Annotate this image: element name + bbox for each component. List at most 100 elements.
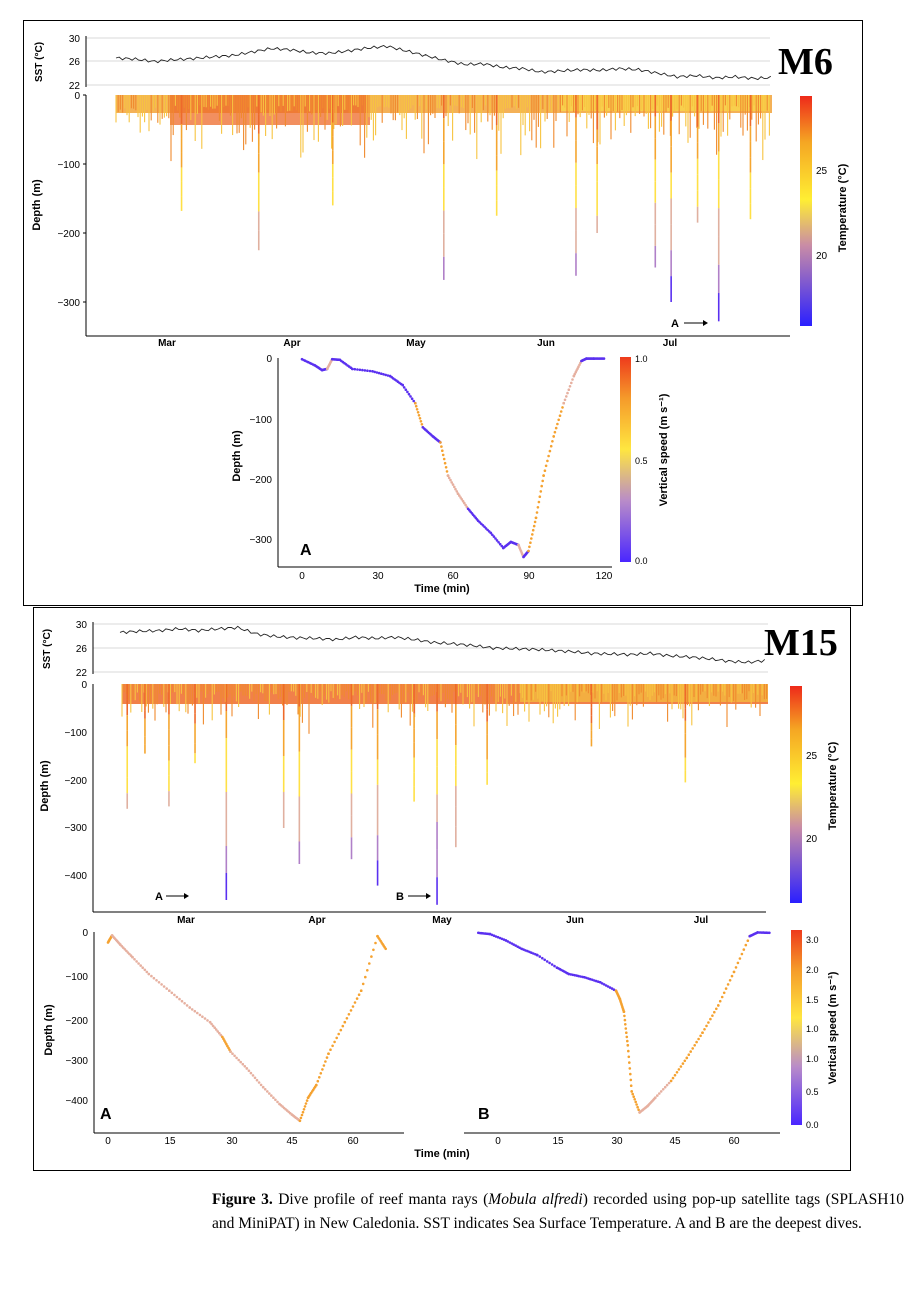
- profile-point: [553, 964, 556, 968]
- profile-point: [498, 542, 502, 546]
- profile-point: [494, 935, 498, 938]
- profile-point: [624, 1027, 628, 1030]
- profile-point: [357, 993, 361, 996]
- profile-point: [198, 1013, 202, 1017]
- m6-dive-a-profile: [300, 357, 606, 559]
- profile-point: [673, 1073, 677, 1077]
- profile-point: [724, 987, 728, 990]
- profile-point: [371, 370, 374, 373]
- profile-point: [135, 960, 138, 963]
- profile-point: [768, 931, 771, 935]
- profile-point: [532, 524, 536, 528]
- m6-month-mar: Mar: [158, 338, 176, 349]
- profile-point: [562, 401, 565, 405]
- profile-point: [629, 1084, 633, 1087]
- m6-depth-ylabel: Depth (m): [31, 179, 43, 231]
- profile-point: [570, 381, 573, 385]
- profile-point: [626, 1044, 630, 1047]
- profile-point: [548, 961, 551, 965]
- m15-dive-b-xtick-45: 45: [669, 1136, 681, 1147]
- profile-point: [667, 1081, 671, 1085]
- m15-marker-b-arrowhead: [426, 893, 431, 899]
- profile-point: [492, 535, 496, 538]
- profile-point: [460, 498, 464, 501]
- m6-depth-ytick-100: −100: [57, 160, 80, 171]
- profile-point: [131, 955, 134, 959]
- profile-point: [463, 501, 466, 505]
- m15-xlabel: Time (min): [414, 1148, 470, 1160]
- profile-point: [345, 1017, 349, 1020]
- profile-point: [439, 441, 442, 444]
- profile-point: [602, 983, 606, 986]
- m6-speed-tick-1: 1.0: [635, 354, 648, 364]
- profile-point: [302, 1108, 306, 1111]
- m6-marker-a: A: [671, 318, 679, 330]
- m15-dive-b-xtick-60: 60: [728, 1136, 740, 1147]
- m15-dive-a-letter: A: [100, 1106, 112, 1123]
- profile-point: [368, 369, 372, 373]
- profile-point: [602, 357, 606, 360]
- profile-point: [630, 1090, 633, 1093]
- profile-point: [705, 1024, 708, 1028]
- profile-point: [419, 420, 423, 423]
- profile-point: [577, 974, 580, 978]
- m15-depth-ytick-300: −300: [64, 823, 87, 834]
- profile-point: [162, 985, 166, 988]
- m15-marker-b: B: [396, 891, 404, 903]
- profile-point: [272, 1096, 275, 1099]
- m15-month-jun: Jun: [566, 915, 584, 926]
- profile-point: [622, 1010, 626, 1013]
- profile-point: [368, 962, 371, 965]
- profile-point: [608, 986, 612, 989]
- profile-point: [196, 1011, 199, 1015]
- profile-point: [416, 411, 420, 414]
- profile-point: [718, 999, 722, 1003]
- profile-point: [351, 367, 354, 371]
- profile-point: [370, 955, 373, 958]
- m6-sst-panel: 30 26 22 SST (°C): [34, 34, 772, 92]
- profile-point: [461, 499, 465, 503]
- profile-point: [583, 976, 586, 979]
- m15-speed-colorbar: [791, 930, 802, 1125]
- profile-point: [270, 1094, 273, 1097]
- profile-point: [726, 983, 730, 986]
- profile-point: [563, 398, 567, 402]
- profile-point: [663, 1085, 667, 1089]
- profile-point: [553, 430, 557, 434]
- profile-point: [636, 1105, 639, 1109]
- profile-point: [546, 459, 549, 463]
- profile-point: [374, 941, 377, 945]
- profile-point: [384, 373, 388, 377]
- profile-point: [456, 492, 460, 496]
- m6-month-may: May: [406, 338, 426, 349]
- profile-point: [219, 1033, 223, 1037]
- m15-dive-a-ylabel: Depth (m): [43, 1004, 55, 1056]
- profile-point: [527, 549, 530, 553]
- m15-month-may: May: [432, 915, 452, 926]
- profile-point: [229, 1050, 232, 1053]
- m15-sst-tick-26: 26: [76, 644, 88, 655]
- profile-point: [366, 369, 369, 373]
- profile-point: [259, 1083, 263, 1087]
- m6-dive-a-xlabel: Time (min): [414, 583, 470, 595]
- m15-dive-a-xtick-0: 0: [105, 1136, 111, 1147]
- profile-point: [699, 1034, 702, 1038]
- profile-point: [211, 1024, 215, 1028]
- profile-point: [534, 516, 538, 520]
- profile-point: [557, 418, 560, 422]
- profile-point: [253, 1076, 257, 1080]
- profile-point: [441, 449, 444, 453]
- profile-point: [671, 1076, 675, 1080]
- m6-sst-tick-26: 26: [69, 57, 81, 68]
- profile-point: [353, 1001, 357, 1004]
- profile-point: [300, 1113, 304, 1117]
- m15-dive-a-xtick-15: 15: [164, 1136, 176, 1147]
- profile-point: [208, 1020, 212, 1024]
- profile-point: [203, 1017, 207, 1020]
- profile-point: [335, 1036, 339, 1040]
- m15-depth-panel: 0 −100 −200 −300 −400 Depth (m) Mar Apr …: [39, 680, 839, 926]
- profile-point: [629, 1078, 633, 1082]
- profile-point: [742, 948, 746, 951]
- profile-point: [451, 483, 455, 486]
- caption-text-1: Dive profile of reef manta rays (: [272, 1191, 489, 1208]
